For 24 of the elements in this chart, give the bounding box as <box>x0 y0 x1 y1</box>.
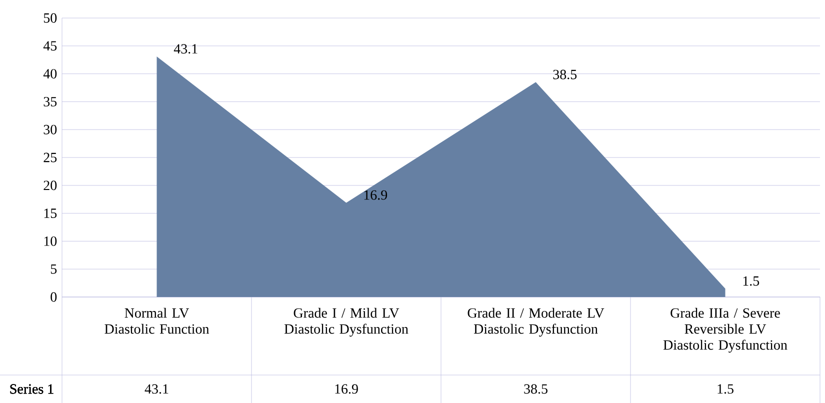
y-tick-label: 5 <box>50 264 57 274</box>
data-label: 38.5 <box>524 384 548 394</box>
annotation: 38.5 <box>553 70 577 80</box>
data-label: 43.1 <box>144 384 168 394</box>
y-tick-label: 10 <box>44 236 57 246</box>
annotation: 1.5 <box>743 276 760 286</box>
y-tick-label: 20 <box>44 180 57 190</box>
x-tick-label: Normal LV Diastolic Function <box>104 308 210 334</box>
x-tick-label: Grade I / Mild LV Diastolic Dysfunction <box>284 308 408 337</box>
x-tick-label: Grade II / Moderate LV Diastolic Dysfunction <box>468 308 604 337</box>
y-tick-label: 45 <box>43 41 57 51</box>
text: Series 1 <box>10 384 54 394</box>
annotation: 43.1 <box>174 44 198 54</box>
annotation: 16.9 <box>364 190 388 200</box>
y-tick-label: 30 <box>44 124 57 134</box>
y-tick-label: 40 <box>43 69 57 79</box>
y-tick-label: 0 <box>50 292 57 302</box>
data-label: 1.5 <box>718 384 734 394</box>
y-tick-label: 15 <box>44 208 57 218</box>
y-tick-label: 35 <box>44 97 57 106</box>
data-label: 16.9 <box>335 384 358 394</box>
y-tick-label: 25 <box>44 152 57 162</box>
y-tick-label: 50 <box>44 13 57 23</box>
x-tick-label: Grade IIIa / Severe Reversible LV Diastolic Dysfunction <box>663 308 788 353</box>
